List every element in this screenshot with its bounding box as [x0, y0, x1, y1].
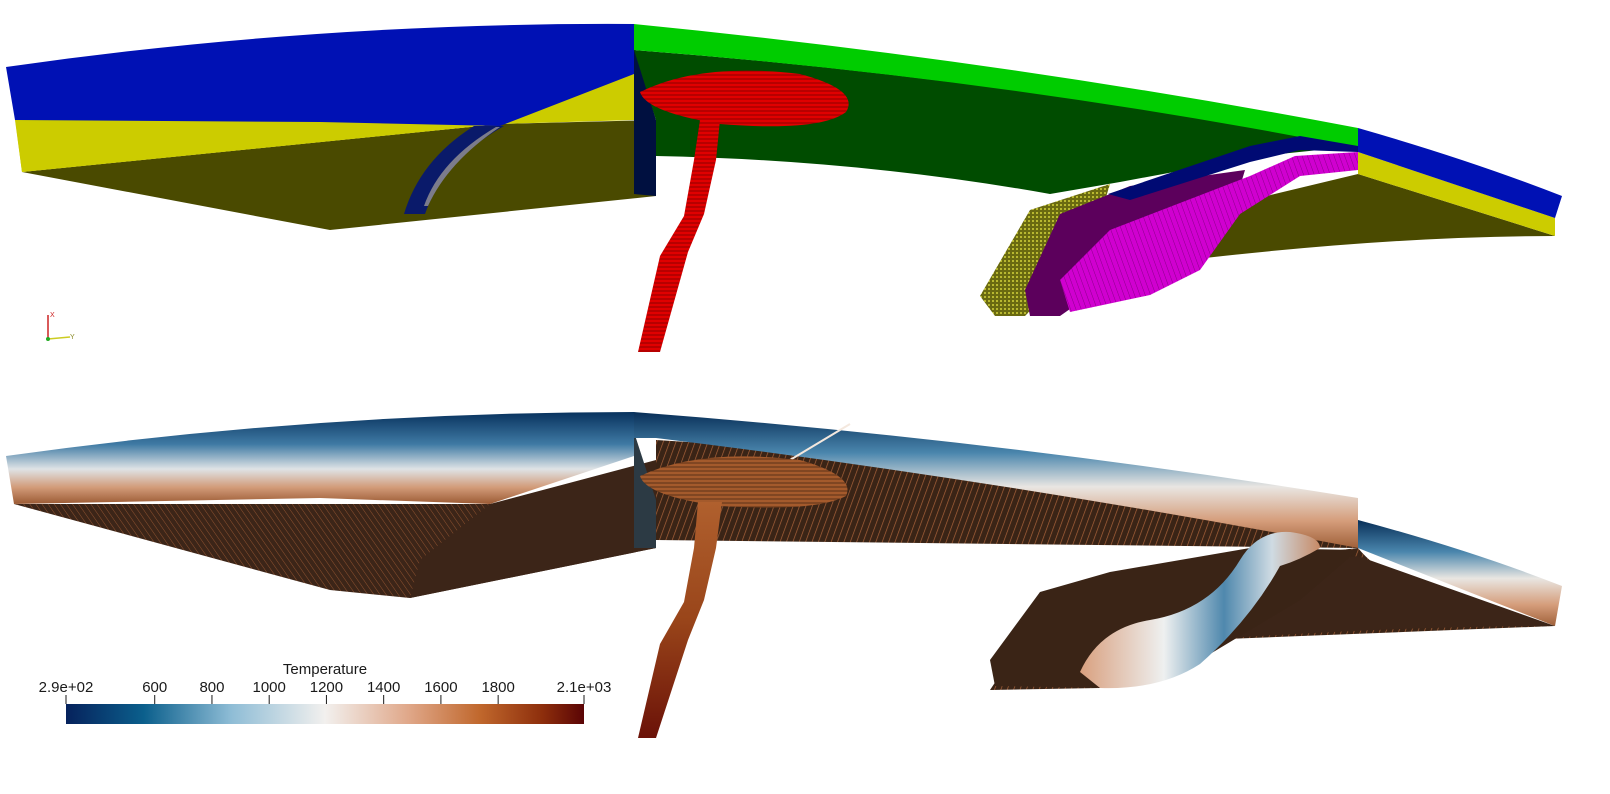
plume-head-temp [640, 456, 848, 508]
colorbar-tick-label: 2.9e+02 [39, 679, 94, 696]
colorbar-ticks: 2.9e+02 600 800 1000 1200 1400 1600 1800 2.1e+03 [39, 679, 612, 704]
colorbar-tick-label: 800 [199, 679, 224, 696]
left-brown-slope [410, 460, 656, 598]
left-slab-edge [424, 127, 500, 206]
plume-stem [638, 120, 720, 352]
thin-crack [789, 423, 851, 461]
slab-cold-tongue [1080, 531, 1320, 689]
colorbar-tick-label: 600 [142, 679, 167, 696]
central-wedge [634, 432, 656, 548]
left-blue-layer [6, 23, 634, 126]
left-slab-sliver [404, 126, 504, 214]
central-dark-wedge [634, 44, 656, 196]
right-olive-body [1205, 174, 1555, 258]
right-yellow-layer [1358, 152, 1555, 236]
colorbar-tick-label: 1400 [367, 679, 400, 696]
colorbar-tick-label: 1800 [481, 679, 514, 696]
plume-head [640, 70, 849, 127]
right-edge-temp [1358, 520, 1562, 626]
left-temp-top [6, 412, 634, 504]
colorbar-tick-label: 1600 [424, 679, 457, 696]
orientation-axes: X Y [46, 312, 75, 341]
colorbar-tick-label: 2.1e+03 [557, 679, 612, 696]
colorbar-tick-label: 1200 [310, 679, 343, 696]
axis-y-label: Y [70, 334, 75, 341]
plume-stem-temp [638, 502, 722, 738]
composition-view[interactable] [6, 23, 1562, 352]
colorbar-gradient [66, 704, 584, 724]
magenta-slab [1060, 152, 1358, 312]
slab-blue-cap [1108, 136, 1358, 200]
left-olive-body [22, 120, 656, 230]
colorbar: Temperature 2.9e+02 600 800 1000 1200 1400 160… [39, 661, 612, 724]
right-blue-layer [1358, 128, 1562, 218]
right-green-top [634, 24, 1358, 148]
colorbar-tick-label: 1000 [253, 679, 286, 696]
left-yellow-band [15, 118, 500, 172]
temperature-view[interactable] [6, 412, 1562, 738]
colorbar-title: Temperature [283, 661, 367, 678]
axis-x-label: X [50, 312, 55, 319]
